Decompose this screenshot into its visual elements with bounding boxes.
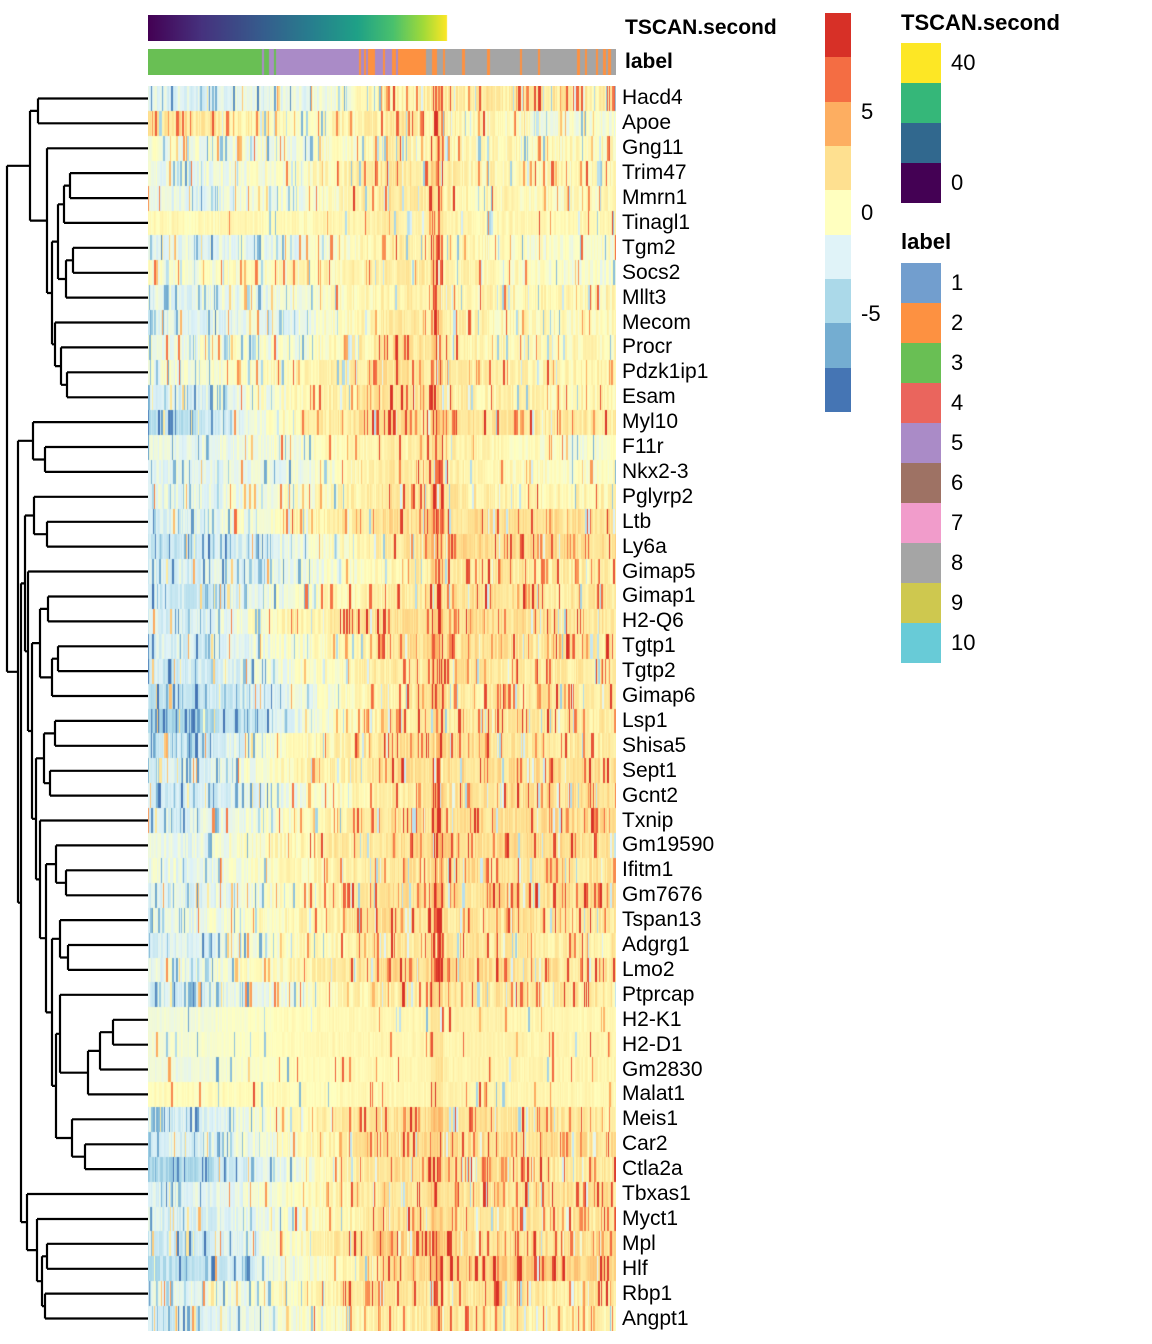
label-legend-label-7: 7 [951, 510, 964, 535]
tscan-legend-swatch-1 [901, 83, 941, 123]
colorbar-block-3 [825, 146, 851, 191]
label-legend-label-8: 8 [951, 550, 964, 575]
gene-label-trim47: Trim47 [622, 161, 687, 185]
gene-label-tspan13: Tspan13 [622, 908, 702, 932]
gene-label-nkx2-3: Nkx2-3 [622, 459, 689, 483]
tscan-annotation-title: TSCAN.second [625, 16, 777, 39]
gene-label-tgm2: Tgm2 [622, 235, 676, 259]
gene-label-socs2: Socs2 [622, 260, 681, 284]
colorbar-block-2 [825, 101, 851, 147]
gene-label-mecom: Mecom [622, 310, 691, 334]
tscan-legend-swatch-0 [901, 163, 941, 203]
gene-label-ly6a: Ly6a [622, 534, 667, 558]
colorbar-tick-5: 5 [861, 99, 874, 124]
gene-label-tgtp2: Tgtp2 [622, 659, 676, 683]
gene-label-pdzk1ip1: Pdzk1ip1 [622, 360, 709, 384]
gene-label-rbp1: Rbp1 [622, 1281, 673, 1305]
label-annotation-title: label [625, 50, 673, 73]
gene-label-gm19590: Gm19590 [622, 833, 715, 857]
label-legend-swatch-5 [901, 423, 941, 463]
gene-label-gimap1: Gimap1 [622, 584, 696, 608]
colorbar-block-7 [825, 323, 851, 369]
label-legend-swatch-6 [901, 463, 941, 503]
expression-heatmap [148, 86, 616, 1331]
label-legend-swatch-9 [901, 583, 941, 623]
gene-label-h2-d1: H2-D1 [622, 1032, 683, 1056]
gene-label-car2: Car2 [622, 1132, 668, 1156]
gene-label-procr: Procr [622, 335, 673, 359]
gene-label-ctla2a: Ctla2a [622, 1157, 683, 1181]
gene-label-adgrg1: Adgrg1 [622, 933, 690, 957]
gene-label-apoe: Apoe [622, 111, 672, 135]
gene-label-tgtp1: Tgtp1 [622, 634, 676, 658]
gene-label-gimap6: Gimap6 [622, 684, 696, 708]
gene-label-gimap5: Gimap5 [622, 559, 696, 583]
label-legend-swatch-7 [901, 503, 941, 543]
gene-label-ltb: Ltb [622, 509, 652, 533]
label-legend-swatch-8 [901, 543, 941, 583]
label-legend-swatch-2 [901, 303, 941, 343]
tscan-legend-label-40: 40 [951, 50, 976, 75]
tscan-legend-swatch-40 [901, 43, 941, 83]
colorbar-block-8 [825, 367, 851, 413]
gene-label-tinagl1: Tinagl1 [622, 210, 691, 234]
tscan-legend-label-0: 0 [951, 170, 964, 195]
label-legend-label-1: 1 [951, 270, 964, 295]
label-legend-label-5: 5 [951, 430, 964, 455]
label-legend-swatch-10 [901, 623, 941, 663]
gene-label-ptprcap: Ptprcap [622, 982, 695, 1006]
gene-label-lmo2: Lmo2 [622, 957, 675, 981]
gene-label-ifitm1: Ifitm1 [622, 858, 674, 882]
gene-label-sept1: Sept1 [622, 758, 677, 782]
gene-label-malat1: Malat1 [622, 1082, 686, 1106]
label-annotation-bar [148, 49, 616, 75]
gene-label-myct1: Myct1 [622, 1206, 679, 1230]
gene-label-gm2830: Gm2830 [622, 1057, 703, 1081]
colorbar-tick-0: 0 [861, 200, 874, 225]
gene-label-hlf: Hlf [622, 1256, 648, 1280]
colorbar-tick--5: -5 [861, 301, 881, 326]
label-legend-label-10: 10 [951, 630, 976, 655]
gene-label-meis1: Meis1 [622, 1107, 679, 1131]
gene-label-pglyrp2: Pglyrp2 [622, 484, 694, 508]
gene-label-gm7676: Gm7676 [622, 883, 703, 907]
label-legend-swatch-3 [901, 343, 941, 383]
gene-label-h2-k1: H2-K1 [622, 1007, 682, 1031]
colorbar-block-0 [825, 13, 851, 58]
gene-label-h2-q6: H2-Q6 [622, 609, 684, 633]
gene-label-esam: Esam [622, 385, 676, 409]
gene-label-mmrn1: Mmrn1 [622, 186, 688, 210]
gene-label-txnip: Txnip [622, 808, 674, 832]
gene-label-gng11: Gng11 [622, 136, 684, 160]
label-legend-swatch-1 [901, 263, 941, 303]
gene-label-angpt1: Angpt1 [622, 1306, 689, 1330]
label-legend-title: label [901, 229, 952, 254]
gene-label-gcnt2: Gcnt2 [622, 783, 679, 807]
gene-label-tbxas1: Tbxas1 [622, 1182, 691, 1206]
label-legend-label-4: 4 [951, 390, 964, 415]
label-legend-label-9: 9 [951, 590, 964, 615]
tscan-annotation-bar [148, 15, 616, 41]
colorbar-block-1 [825, 57, 851, 103]
label-legend-swatch-4 [901, 383, 941, 423]
gene-label-f11r: F11r [622, 435, 664, 459]
gene-label-hacd4: Hacd4 [622, 86, 683, 110]
tscan-legend-swatch-2 [901, 123, 941, 163]
gene-label-lsp1: Lsp1 [622, 708, 668, 732]
colorbar-block-5 [825, 234, 851, 280]
gene-label-mpl: Mpl [622, 1231, 656, 1255]
colorbar-block-6 [825, 279, 851, 324]
label-legend-label-3: 3 [951, 350, 964, 375]
label-legend-label-6: 6 [951, 470, 964, 495]
gene-label-myl10: Myl10 [622, 410, 679, 434]
gene-label-mllt3: Mllt3 [622, 285, 667, 309]
gene-label-shisa5: Shisa5 [622, 733, 687, 757]
colorbar-block-4 [825, 190, 851, 236]
label-legend-label-2: 2 [951, 310, 964, 335]
tscan-legend-title: TSCAN.second [901, 10, 1060, 35]
